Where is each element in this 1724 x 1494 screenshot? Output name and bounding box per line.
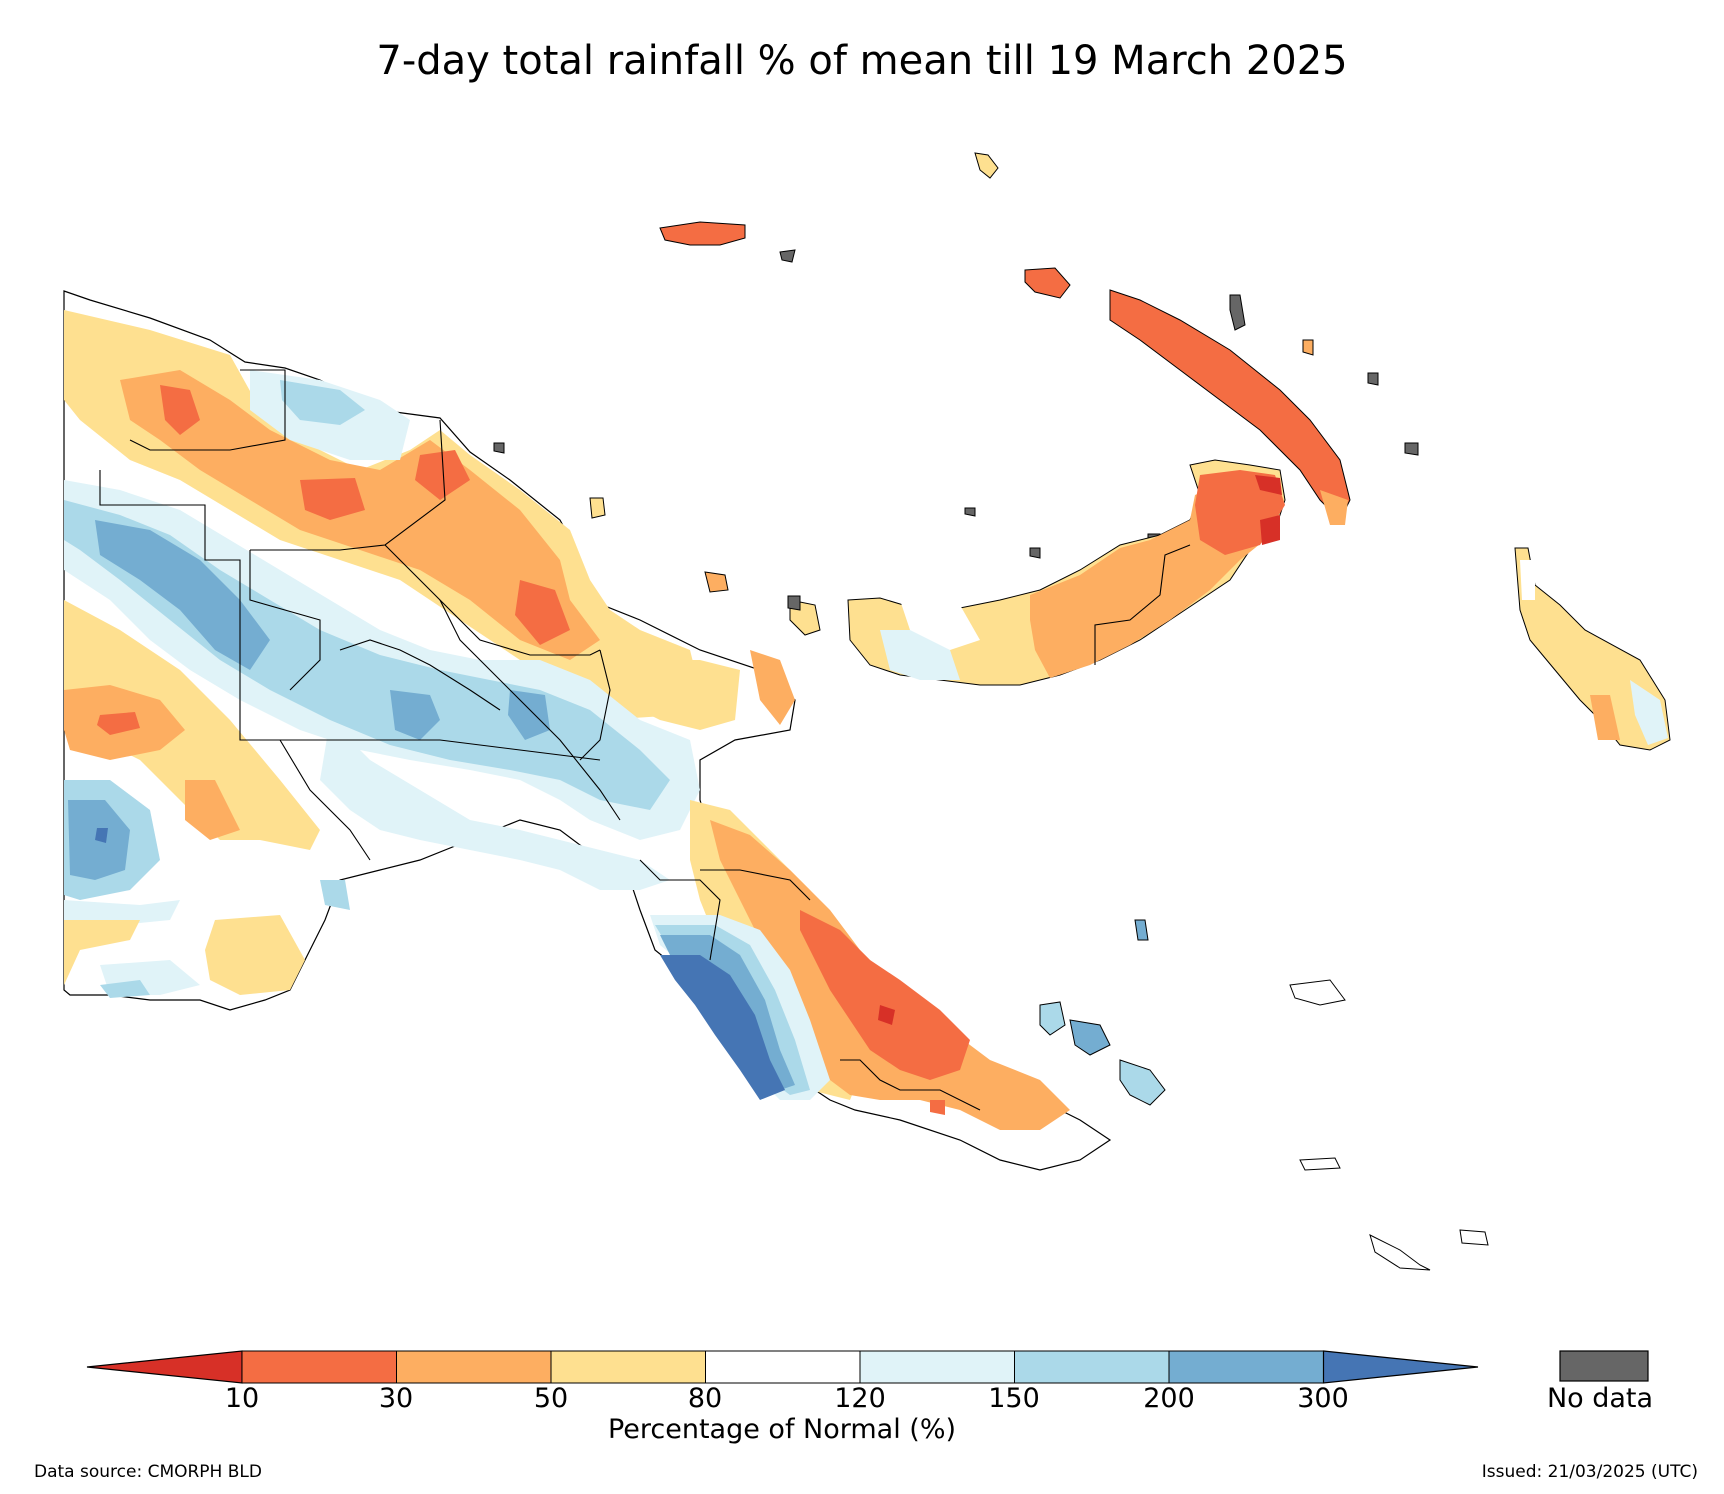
bougainville-zone-30-50 — [1590, 695, 1620, 740]
small-island-g — [787, 595, 801, 611]
no-data-label: No data — [1546, 1383, 1654, 1414]
sudest-island — [1369, 1234, 1431, 1271]
karkar-island — [589, 497, 606, 519]
manus-island — [659, 221, 746, 246]
zone-10-30-north-b — [300, 478, 365, 520]
milne-bay-islands — [1039, 919, 1489, 1271]
zone-30-50-north — [120, 370, 600, 660]
colorbar-bin-50-80 — [550, 1350, 706, 1384]
bougainville-outline — [1514, 547, 1671, 751]
zone-150-200-north — [280, 380, 365, 425]
small-island-a — [974, 152, 999, 179]
zone-10-30-west — [97, 712, 140, 735]
colorbar-label: Percentage of Normal (%) — [607, 1414, 957, 1445]
fergusson-island — [1069, 1019, 1111, 1056]
zone-200-300-central-b — [390, 690, 440, 740]
new-hanover — [1024, 267, 1071, 299]
zone-30-50-ne — [750, 650, 795, 725]
nb-zone-120-150 — [880, 630, 960, 680]
small-island-h — [1029, 547, 1041, 559]
long-island — [704, 571, 729, 593]
colorbar-bin-150-200 — [1014, 1350, 1170, 1384]
small-island-b — [779, 249, 796, 263]
nb-zone-lt10 — [1260, 515, 1280, 545]
colorbar-tick-200: 200 — [1143, 1383, 1195, 1414]
woodlark-island — [1289, 979, 1346, 1006]
colorbar-bin-120-150 — [859, 1350, 1015, 1384]
bougainville — [1514, 547, 1671, 751]
goodenough-island — [1039, 1001, 1066, 1036]
zone-120-150-sw — [64, 900, 180, 925]
colorbar-tick-120: 120 — [834, 1383, 886, 1414]
zone-10-30-se-b — [930, 1100, 945, 1115]
colorbar-tick-150: 150 — [988, 1383, 1040, 1414]
rainfall-map — [63, 152, 1671, 1271]
zone-30-50-west-b — [185, 780, 240, 840]
new-ireland-south — [1320, 490, 1348, 525]
lihir-island — [1302, 339, 1314, 356]
zone-lt10-se — [878, 1005, 895, 1025]
colorbar-bin-30-50 — [396, 1350, 552, 1384]
zone-10-30-north-a — [160, 385, 200, 435]
nb-zone-white — [900, 600, 980, 650]
zone-150-200-south — [100, 980, 150, 998]
zone-50-80-ne — [610, 660, 740, 730]
zone-300-sw — [95, 828, 108, 843]
province-boundaries — [99, 369, 981, 1111]
zone-200-300-central-c — [508, 690, 550, 740]
colorbar-bin-200-300 — [1168, 1350, 1324, 1384]
colorbar-tick-300: 300 — [1297, 1383, 1349, 1414]
zone-300-pom — [660, 955, 785, 1100]
nb-zone-10-30-b — [1255, 475, 1282, 495]
zone-10-30-north-c — [415, 450, 470, 500]
issued-date: Issued: 21/03/2025 (UTC) — [1481, 1462, 1698, 1482]
small-island-f — [493, 442, 505, 454]
small-island-e — [1367, 372, 1379, 386]
mainland — [63, 290, 1112, 1171]
zone-50-80-west — [64, 600, 320, 850]
no-data-swatch — [1559, 1350, 1649, 1382]
colorbar-bin-80-120 — [705, 1350, 861, 1384]
colorbar-bin-10-30 — [241, 1350, 397, 1384]
zone-50-80-south-b — [205, 915, 305, 995]
colorbar-tick-10: 10 — [224, 1383, 260, 1414]
small-island-c — [1229, 294, 1246, 331]
rossel-island — [1459, 1229, 1489, 1246]
zone-150-200-gulf — [320, 880, 350, 910]
colorbar — [86, 1350, 1649, 1384]
small-island-j — [964, 507, 976, 517]
misima-island — [1299, 1157, 1341, 1171]
colorbar-tick-50: 50 — [533, 1383, 569, 1414]
map-title: 7-day total rainfall % of mean till 19 M… — [376, 38, 1348, 84]
colorbar-extend-low — [86, 1350, 243, 1384]
nb-boundary — [1094, 544, 1191, 665]
colorbar-tick-80: 80 — [687, 1383, 723, 1414]
bougainville-zone-white — [1520, 560, 1535, 600]
bougainville-zone-120-150 — [1630, 680, 1668, 745]
zone-120-150-gulf — [320, 720, 670, 890]
normanby-island — [1119, 1059, 1166, 1106]
zone-200-300-central-a — [95, 520, 270, 670]
colorbar-extend-high — [1322, 1350, 1479, 1384]
zone-50-80-south-a — [64, 920, 140, 985]
small-island-d — [1404, 442, 1419, 456]
zone-30-50-se — [710, 820, 1070, 1130]
colorbar-tick-30: 30 — [378, 1383, 414, 1414]
northern-islands — [493, 152, 1419, 636]
zone-10-30-se — [800, 910, 970, 1080]
data-source: Data source: CMORPH BLD — [34, 1462, 262, 1482]
zone-10-30-north-d — [515, 580, 570, 645]
trobriand-island — [1134, 919, 1149, 941]
new-britain — [847, 459, 1286, 686]
